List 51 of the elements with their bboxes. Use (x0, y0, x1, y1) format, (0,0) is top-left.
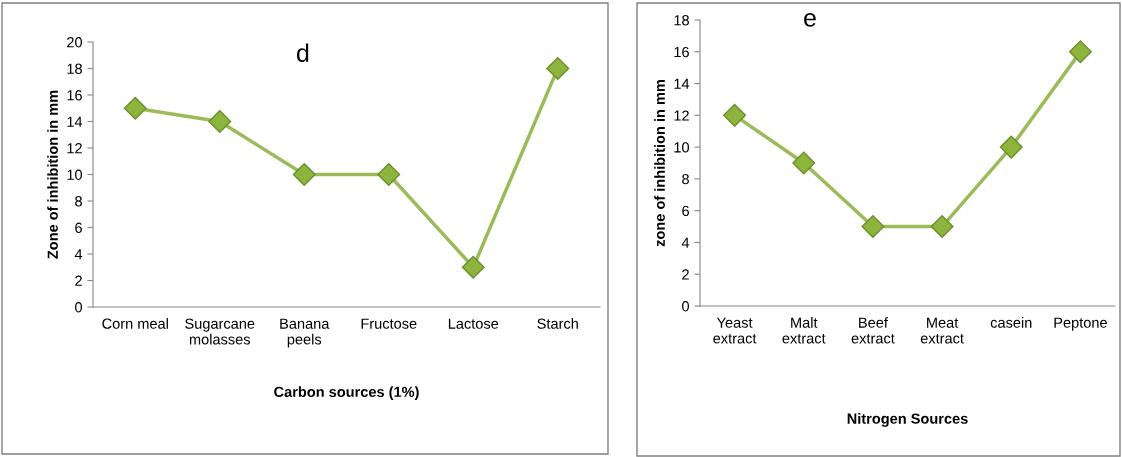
x-tick-label: Sugarcane molasses (185, 318, 255, 345)
y-tick-label: 16 (67, 90, 82, 101)
y-tick-label: 2 (75, 275, 82, 286)
point (461, 255, 485, 279)
y-tick-label: 4 (74, 249, 83, 260)
point (208, 110, 232, 133)
x-tick-label: Corn meal (102, 318, 168, 329)
chart-title: e (804, 13, 816, 27)
y-tick-label: 2 (682, 269, 689, 280)
x-tick-label: Malt extract (782, 317, 826, 344)
point (930, 215, 954, 239)
y-tick-label: 14 (674, 78, 690, 89)
point (377, 163, 401, 186)
y-tick-label: 12 (67, 143, 82, 154)
x-tick-label: Fructose (361, 318, 417, 329)
y-tick-label: 8 (75, 196, 82, 207)
x-tick-label: casein (990, 317, 1032, 328)
point (1068, 40, 1092, 64)
y-tick-label: 4 (681, 237, 690, 248)
x-tick-label: Beef extract (851, 317, 895, 344)
x-tick-label: Banana peels (280, 318, 330, 348)
y-tick-label: 6 (75, 222, 82, 233)
y-tick-label: 14 (67, 116, 83, 127)
y-tick-label: 16 (674, 46, 689, 58)
point (546, 57, 570, 80)
y-tick-label: 10 (674, 142, 690, 153)
x-tick-label: Peptone (1054, 317, 1107, 331)
x-axis-title: Carbon sources (1%) (274, 386, 419, 400)
x-tick-label: Lactose (448, 318, 499, 329)
y-tick-label: 12 (674, 110, 689, 121)
point (861, 215, 885, 239)
y-tick-label: 20 (67, 37, 83, 48)
y-tick-label: 8 (682, 173, 689, 185)
x-tick-label: Yeast extract (713, 317, 757, 344)
y-tick-label: 0 (682, 301, 690, 312)
y-axis-title: Zone of inhibition in mm (47, 90, 58, 259)
x-tick-label: Meat extract (920, 317, 964, 344)
point (123, 96, 147, 120)
point (999, 135, 1023, 159)
y-tick-label: 10 (67, 169, 83, 180)
y-tick-label: 18 (67, 63, 82, 74)
y-tick-label: 18 (674, 15, 689, 26)
chart-title: d (297, 43, 309, 62)
y-tick-label: 6 (682, 205, 689, 217)
x-axis-title: Nitrogen Sources (847, 413, 968, 427)
point (792, 151, 816, 175)
x-tick-label: Starch (537, 318, 578, 329)
point (723, 103, 747, 127)
point (292, 163, 316, 186)
y-tick-label: 0 (75, 302, 83, 313)
y-axis-title: zone of inhibition in mm (654, 80, 665, 247)
